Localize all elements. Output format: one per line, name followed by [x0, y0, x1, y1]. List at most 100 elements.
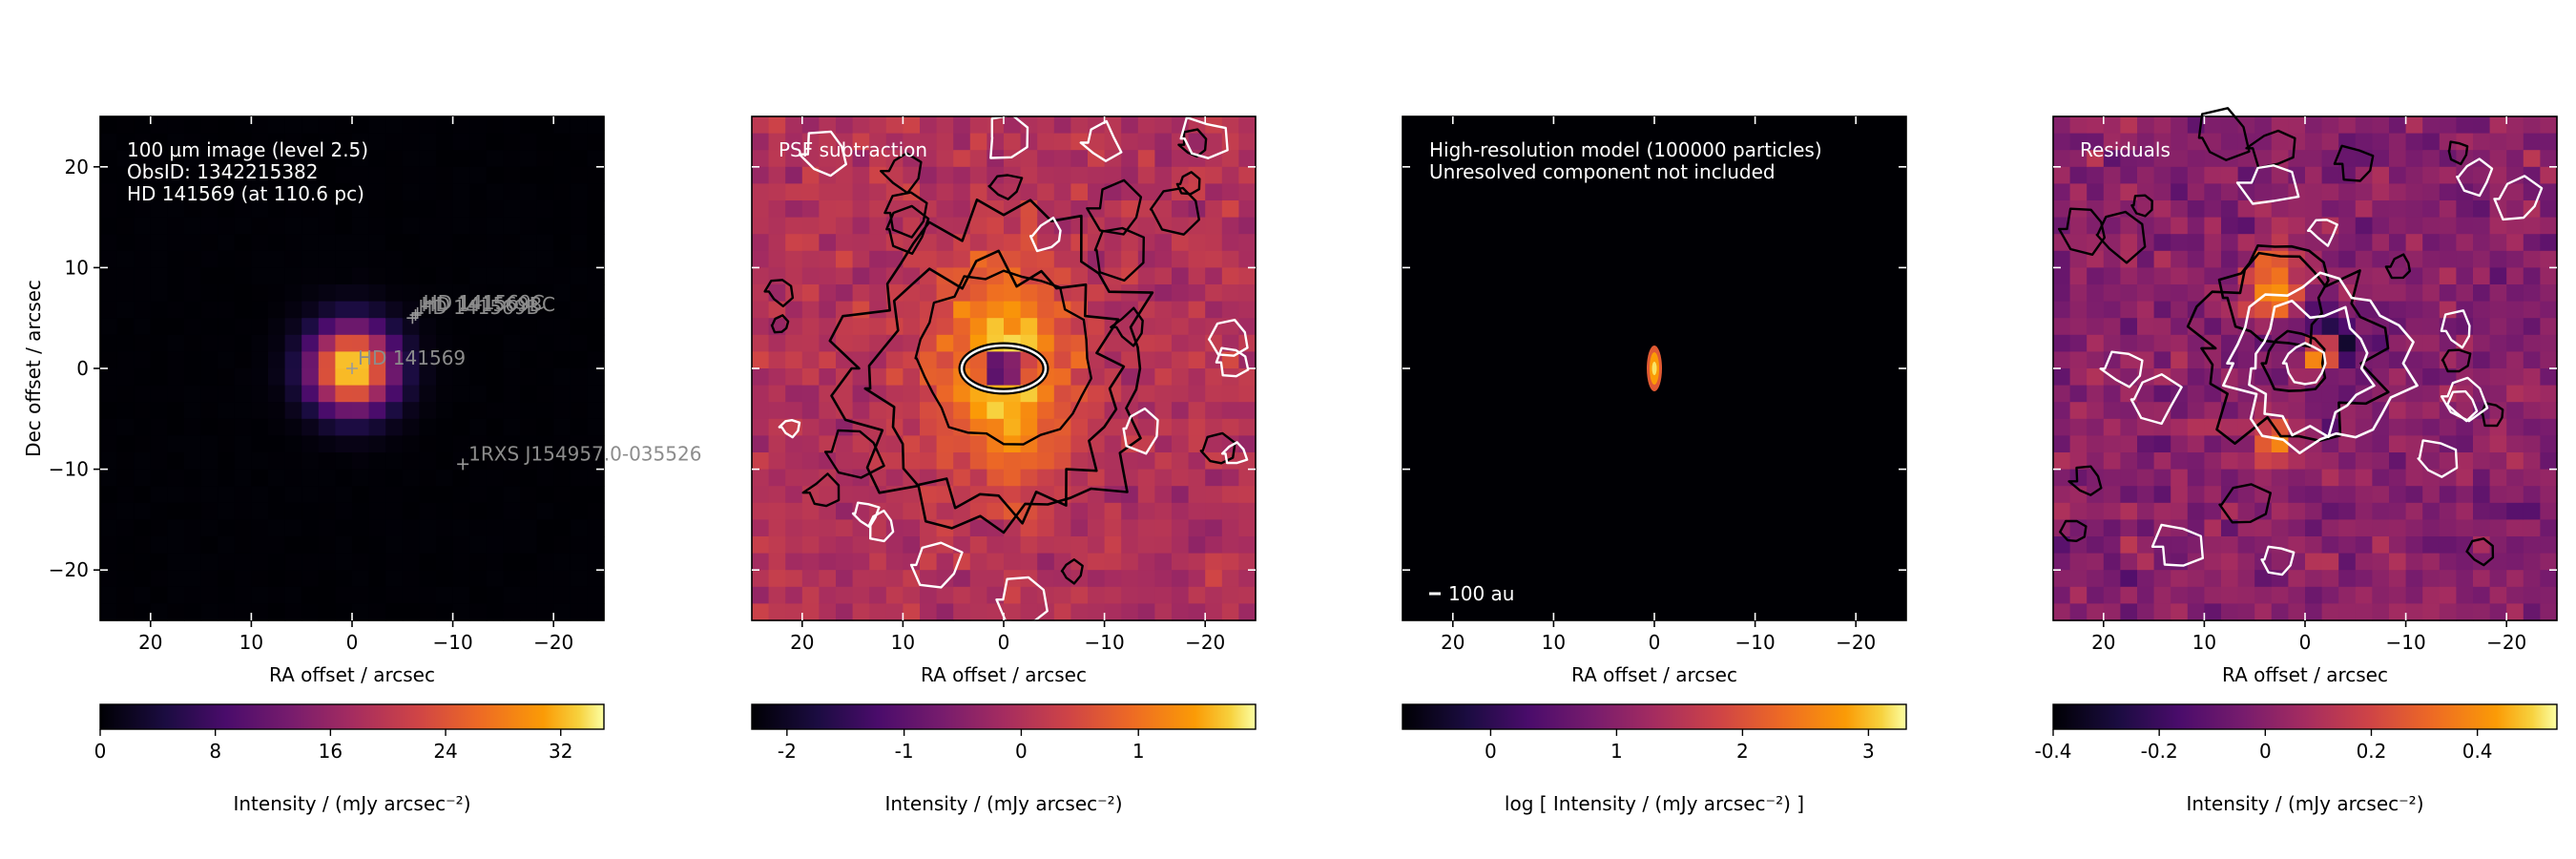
- heatmap-cell: [2171, 267, 2189, 285]
- heatmap-cell: [969, 469, 987, 487]
- heatmap-cell: [2321, 116, 2339, 135]
- heatmap-cell: [2422, 502, 2441, 520]
- heatmap-cell: [2069, 486, 2088, 504]
- heatmap-cell: [520, 217, 538, 235]
- heatmap-cell: [2305, 368, 2323, 387]
- heatmap-cell: [570, 217, 588, 235]
- heatmap-cell: [2254, 133, 2273, 151]
- heatmap-cell: [2053, 318, 2071, 336]
- heatmap-cell: [503, 318, 521, 336]
- heatmap-cell: [200, 368, 218, 387]
- heatmap-cell: [184, 200, 202, 219]
- x-tick-label: 0: [1649, 631, 1661, 654]
- heatmap-cell: [2171, 166, 2189, 184]
- heatmap-cell: [2221, 200, 2239, 219]
- heatmap-cell: [2338, 402, 2357, 420]
- heatmap-cell: [2271, 486, 2289, 504]
- heatmap-cell: [1221, 267, 1239, 285]
- heatmap-cell: [2153, 166, 2171, 184]
- heatmap-cell: [1004, 469, 1022, 487]
- y-tick-label: 20: [65, 156, 89, 178]
- heatmap-cell: [1238, 418, 1257, 436]
- heatmap-cell: [2254, 519, 2273, 537]
- heatmap-cell: [2120, 267, 2138, 285]
- heatmap-cell: [486, 452, 504, 471]
- heatmap-cell: [234, 301, 252, 319]
- heatmap-cell: [785, 452, 803, 471]
- heatmap-cell: [1020, 318, 1038, 336]
- heatmap-cell: [419, 368, 437, 387]
- heatmap-cell: [335, 133, 353, 151]
- heatmap-cell: [2489, 351, 2507, 369]
- noise-contour: [2129, 373, 2183, 426]
- heatmap-cell: [903, 200, 921, 219]
- heatmap-cell: [1172, 603, 1190, 621]
- heatmap-cell: [318, 150, 336, 168]
- heatmap-cell: [1238, 234, 1257, 252]
- heatmap-cell: [100, 368, 118, 387]
- heatmap-cell: [2053, 116, 2071, 135]
- heatmap-cell: [2187, 183, 2205, 201]
- heatmap-cell: [486, 250, 504, 268]
- heatmap-cell: [1238, 553, 1257, 571]
- heatmap-cell: [184, 217, 202, 235]
- heatmap-cell: [2171, 217, 2189, 235]
- heatmap-cell: [1238, 469, 1257, 487]
- heatmap-cell: [1188, 486, 1206, 504]
- heatmap-cell: [2103, 116, 2121, 135]
- heatmap-cell: [1070, 418, 1089, 436]
- heatmap-cell: [785, 166, 803, 184]
- heatmap-cell: [570, 351, 588, 369]
- heatmap-cell: [486, 553, 504, 571]
- heatmap-cell: [885, 469, 904, 487]
- heatmap-cell: [2103, 217, 2121, 235]
- heatmap-cell: [2321, 502, 2339, 520]
- heatmap-cell: [570, 553, 588, 571]
- heatmap-cell: [368, 318, 386, 336]
- heatmap-cell: [1037, 334, 1055, 352]
- heatmap-cell: [1104, 200, 1122, 219]
- heatmap-cell: [785, 284, 803, 303]
- heatmap-cell: [520, 318, 538, 336]
- heatmap-cell: [2523, 250, 2541, 268]
- heatmap-cell: [486, 334, 504, 352]
- heatmap-cell: [2171, 603, 2189, 621]
- heatmap-cell: [2137, 250, 2155, 268]
- heatmap-cell: [553, 402, 571, 420]
- heatmap-cell: [1020, 519, 1038, 537]
- heatmap-cell: [2171, 183, 2189, 201]
- heatmap-cell: [184, 133, 202, 151]
- heatmap-cell: [234, 334, 252, 352]
- heatmap-cell: [2271, 250, 2289, 268]
- heatmap-cell: [2254, 536, 2273, 555]
- heatmap-cell: [2120, 301, 2138, 319]
- heatmap-cell: [234, 267, 252, 285]
- heatmap-cell: [936, 150, 954, 168]
- heatmap-cell: [2120, 536, 2138, 555]
- heatmap-cell: [218, 603, 236, 621]
- heatmap-cell: [284, 586, 302, 604]
- heatmap-cell: [969, 234, 987, 252]
- heatmap-cell: [2221, 183, 2239, 201]
- heatmap-cell: [836, 166, 854, 184]
- heatmap-cell: [167, 301, 185, 319]
- heatmap-cell: [2305, 318, 2323, 336]
- heatmap-cell: [1070, 284, 1089, 303]
- heatmap-cell: [503, 200, 521, 219]
- heatmap-cell: [2439, 603, 2457, 621]
- heatmap-cell: [452, 234, 470, 252]
- heatmap-cell: [819, 368, 837, 387]
- heatmap-cell: [2254, 116, 2273, 135]
- heatmap-cell: [2254, 166, 2273, 184]
- heatmap-cell: [570, 603, 588, 621]
- heatmap-cell: [2069, 385, 2088, 403]
- heatmap-cell: [385, 385, 404, 403]
- heatmap-cell: [284, 166, 302, 184]
- heatmap-cell: [2087, 318, 2105, 336]
- heatmap-cell: [953, 452, 971, 471]
- heatmap-cell: [100, 301, 118, 319]
- heatmap-cell: [869, 200, 887, 219]
- heatmap-cell: [218, 351, 236, 369]
- noise-contour: [867, 509, 895, 543]
- noise-contour: [1110, 306, 1144, 347]
